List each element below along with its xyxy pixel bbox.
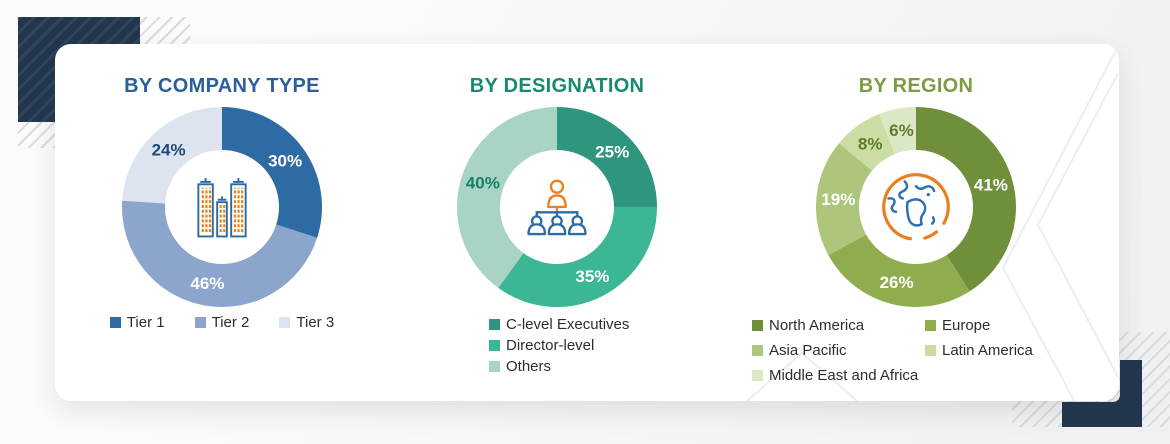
donut-slice [498,207,657,307]
legend-swatch [925,345,936,356]
company-type-donut: 30% 46% 24% [122,107,323,308]
company-type-legend: Tier 1 Tier 2 Tier 3 [62,314,382,331]
designation-chart: BY DESIGNATION 25% 35% 40% [397,74,717,375]
legend-item: Asia Pacific [752,342,925,359]
legend-label: Tier 2 [211,314,250,331]
donut-slice [838,114,896,171]
legend-item: Europe [925,317,1076,334]
slice-value-label: 25% [595,142,629,161]
legend-label: Tier 3 [296,314,335,331]
globe-icon [879,170,953,244]
donut-slice [122,200,318,308]
legend-item: Director-level [489,337,717,354]
org-chart-icon [526,179,588,236]
legend-item: Latin America [925,342,1076,359]
designation-donut: 25% 35% 40% [457,107,657,307]
donut-slice [916,107,1016,292]
donut-slice [816,143,873,256]
legend-label: Middle East and Africa [769,367,919,384]
legend-label: Others [506,358,552,375]
donut-slice [222,107,323,238]
charts-card: BY COMPANY TYPE 30% 46% 24% [55,44,1119,401]
slice-value-label: 8% [858,134,883,153]
region-legend: North America Europe Asia Pacific Latin Ame… [752,317,1076,384]
slice-value-label: 19% [821,190,855,209]
legend-label: Tier 1 [126,314,165,331]
donut-slice [122,107,222,204]
legend-item: Tier 2 [194,314,250,331]
legend-swatch [109,317,121,328]
chevron-watermark [746,44,1119,401]
legend-item: Tier 1 [109,314,165,331]
company-type-chart: BY COMPANY TYPE 30% 46% 24% [62,74,382,331]
donut-slice [879,107,916,154]
legend-swatch [489,361,500,372]
chart-title-company-type: BY COMPANY TYPE [124,75,320,97]
legend-item: C-level Executives [489,316,717,333]
legend-label: Europe [942,317,991,334]
legend-swatch [752,345,763,356]
slice-value-label: 35% [575,267,609,286]
donut-slice [557,107,657,207]
legend-swatch [925,320,936,331]
donut-slice [828,234,970,307]
legend-swatch [489,340,500,351]
legend-item: Others [489,358,717,375]
slice-value-label: 46% [190,274,224,293]
legend-label: C-level Executives [506,316,630,333]
legend-swatch [752,320,763,331]
legend-item: Tier 3 [279,314,334,331]
slice-value-label: 40% [466,173,500,192]
legend-label: Director-level [506,337,595,354]
legend-label: Latin America [942,342,1033,359]
legend-swatch [194,317,206,328]
legend-label: Asia Pacific [769,342,847,359]
navy-corner-block-bottom-right [1062,360,1142,427]
legend-item: Middle East and Africa [752,367,925,384]
legend-swatch [489,319,500,330]
buildings-icon [194,175,250,239]
chart-title-region: BY REGION [858,75,974,97]
legend-item: North America [752,317,925,334]
slice-value-label: 24% [152,141,186,160]
slice-value-label: 41% [974,176,1008,195]
slice-value-label: 30% [268,152,302,171]
slice-value-label: 26% [880,273,914,292]
legend-label: North America [769,317,865,334]
slice-value-label: 6% [889,121,914,140]
legend-swatch [752,370,763,381]
region-donut: 41% 26% 19% 8% 6% [816,107,1016,307]
region-chart: BY REGION 41% 26% 19% 8% 6% North America Eur… [752,74,1076,384]
designation-legend: C-level Executives Director-level Others [397,316,717,375]
donut-slice [457,107,557,288]
legend-swatch [279,317,291,328]
chart-title-designation: BY DESIGNATION [469,75,645,97]
